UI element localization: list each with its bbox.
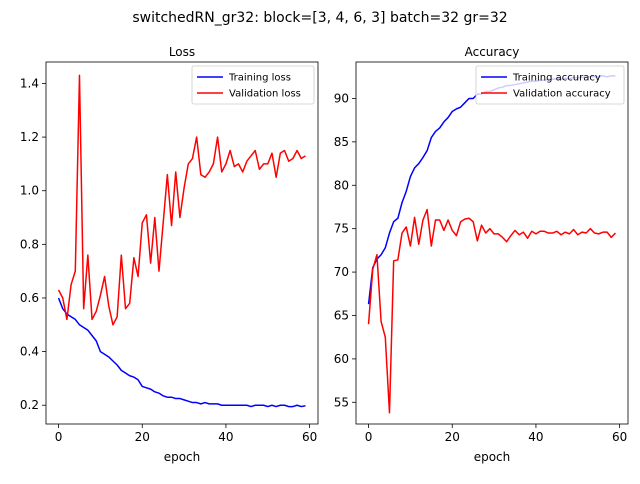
y-tick-label: 70: [334, 265, 349, 279]
y-tick-label: 1.4: [20, 76, 39, 90]
legend: Training loss Validation loss: [191, 65, 315, 105]
chart-title: Loss: [169, 45, 195, 59]
x-tick-label: 0: [55, 430, 63, 444]
y-tick-label: 0.6: [20, 291, 39, 305]
x-axis-label: epoch: [474, 450, 511, 464]
legend-label-1: Training loss: [228, 73, 291, 84]
chart-panel-1: Loss 0 20 40 60 0.2 0.4 0.6 0.8 1.0 1.2 1.4 epoch Tra…: [20, 45, 319, 464]
x-tick-label: 20: [135, 430, 150, 444]
y-tick-label: 1.2: [20, 130, 39, 144]
y-tick-label: 75: [334, 222, 349, 236]
y-tick-label: 0.4: [20, 345, 39, 359]
x-tick-label: 0: [365, 430, 373, 444]
plot-frame: [45, 61, 319, 425]
chart-title: Accuracy: [465, 45, 520, 59]
x-tick-label: 40: [218, 430, 233, 444]
y-tick-label: 0.2: [20, 398, 39, 412]
y-tick-label: 60: [334, 352, 349, 366]
x-axis-label: epoch: [164, 450, 201, 464]
x-tick-label: 40: [528, 430, 543, 444]
y-tick-label: 65: [334, 308, 349, 322]
legend-label-2: Validation loss: [229, 89, 301, 100]
y-tick-label: 80: [334, 178, 349, 192]
charts: Loss 0 20 40 60 0.2 0.4 0.6 0.8 1.0 1.2 1.4 epoch Tra…: [20, 45, 629, 464]
y-tick-label: 90: [334, 91, 349, 105]
series-line-1: [57, 297, 306, 408]
legend-box: [191, 65, 315, 105]
y-tick-label: 1.0: [20, 184, 39, 198]
series-line-2: [367, 208, 616, 414]
legend-label-1: Training accuracy: [512, 73, 601, 84]
figure-suptitle: switchedRN_gr32: block=[3, 4, 6, 3] batc…: [132, 10, 507, 26]
y-tick-label: 0.8: [20, 237, 39, 251]
plot-frame: [355, 61, 629, 425]
legend-box: [475, 65, 625, 105]
series-line-2: [57, 74, 306, 326]
x-tick-label: 60: [612, 430, 627, 444]
legend-label-2: Validation accuracy: [513, 89, 611, 100]
x-tick-label: 20: [445, 430, 460, 444]
chart-panel-2: Accuracy 0 20 40 60 55 60 65 70 75 80 85 90 epoch Trai…: [334, 45, 629, 464]
legend: Training accuracy Validation accuracy: [475, 65, 625, 105]
x-tick-label: 60: [302, 430, 317, 444]
y-tick-label: 85: [334, 135, 349, 149]
y-tick-label: 55: [334, 395, 349, 409]
